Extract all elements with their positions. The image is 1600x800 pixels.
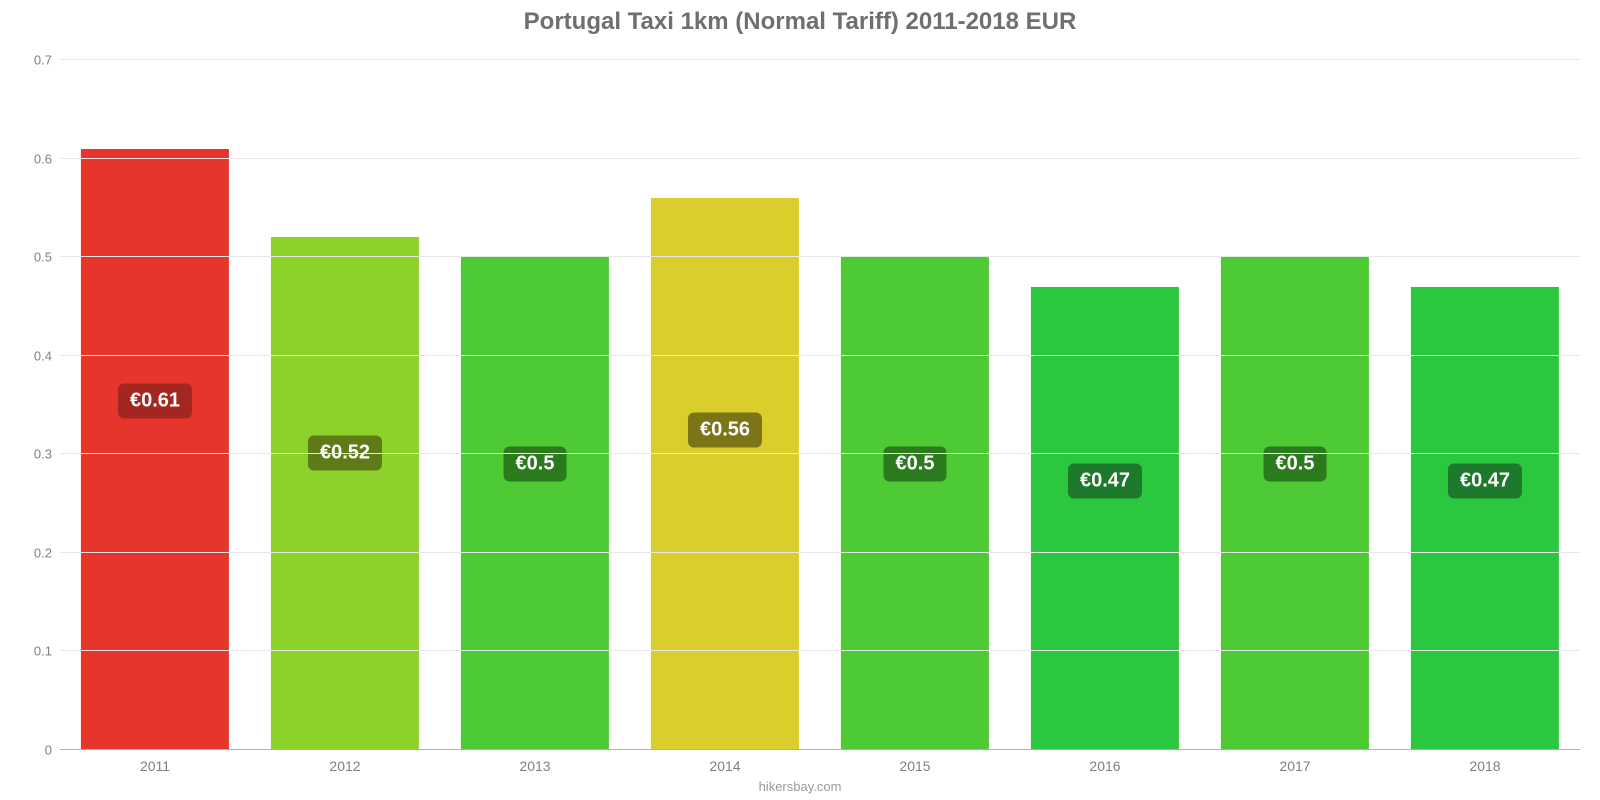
- bar-slot: €0.612011: [60, 60, 250, 750]
- y-tick-label: 0.6: [34, 151, 52, 166]
- gridline: [60, 256, 1580, 257]
- bar: [841, 257, 989, 750]
- x-tick-label: 2011: [140, 758, 170, 774]
- bar: [651, 198, 799, 750]
- y-tick-label: 0.7: [34, 53, 52, 68]
- bar-slot: €0.472016: [1010, 60, 1200, 750]
- x-tick-label: 2016: [1089, 758, 1120, 774]
- y-tick-label: 0.2: [34, 545, 52, 560]
- plot-area: €0.612011€0.522012€0.52013€0.562014€0.52…: [60, 60, 1580, 750]
- y-tick-label: 0.1: [34, 644, 52, 659]
- value-badge: €0.47: [1068, 464, 1142, 499]
- value-badge: €0.61: [118, 384, 192, 419]
- source-label: hikersbay.com: [0, 779, 1600, 794]
- bar: [1411, 287, 1559, 750]
- bar: [81, 149, 229, 750]
- x-tick-label: 2017: [1279, 758, 1310, 774]
- y-tick-label: 0.3: [34, 447, 52, 462]
- bar: [1221, 257, 1369, 750]
- bars-group: €0.612011€0.522012€0.52013€0.562014€0.52…: [60, 60, 1580, 750]
- value-badge: €0.47: [1448, 464, 1522, 499]
- x-tick-label: 2012: [329, 758, 360, 774]
- bar: [461, 257, 609, 750]
- chart-title: Portugal Taxi 1km (Normal Tariff) 2011-2…: [0, 8, 1600, 36]
- value-badge: €0.5: [884, 447, 947, 482]
- x-tick-label: 2018: [1469, 758, 1500, 774]
- value-badge: €0.5: [504, 447, 567, 482]
- gridline: [60, 59, 1580, 60]
- bar-slot: €0.52017: [1200, 60, 1390, 750]
- bar-slot: €0.52015: [820, 60, 1010, 750]
- gridline: [60, 158, 1580, 159]
- gridline: [60, 355, 1580, 356]
- gridline: [60, 453, 1580, 454]
- x-axis-line: [60, 749, 1580, 750]
- bar-slot: €0.522012: [250, 60, 440, 750]
- x-tick-label: 2013: [519, 758, 550, 774]
- chart-container: Portugal Taxi 1km (Normal Tariff) 2011-2…: [0, 0, 1600, 800]
- value-badge: €0.5: [1264, 447, 1327, 482]
- x-tick-label: 2014: [709, 758, 740, 774]
- gridline: [60, 650, 1580, 651]
- bar-slot: €0.52013: [440, 60, 630, 750]
- value-badge: €0.56: [688, 412, 762, 447]
- bar-slot: €0.472018: [1390, 60, 1580, 750]
- y-tick-label: 0.4: [34, 348, 52, 363]
- gridline: [60, 552, 1580, 553]
- x-tick-label: 2015: [899, 758, 930, 774]
- y-tick-label: 0.5: [34, 250, 52, 265]
- bar: [271, 237, 419, 750]
- bar: [1031, 287, 1179, 750]
- bar-slot: €0.562014: [630, 60, 820, 750]
- y-tick-label: 0: [45, 743, 52, 758]
